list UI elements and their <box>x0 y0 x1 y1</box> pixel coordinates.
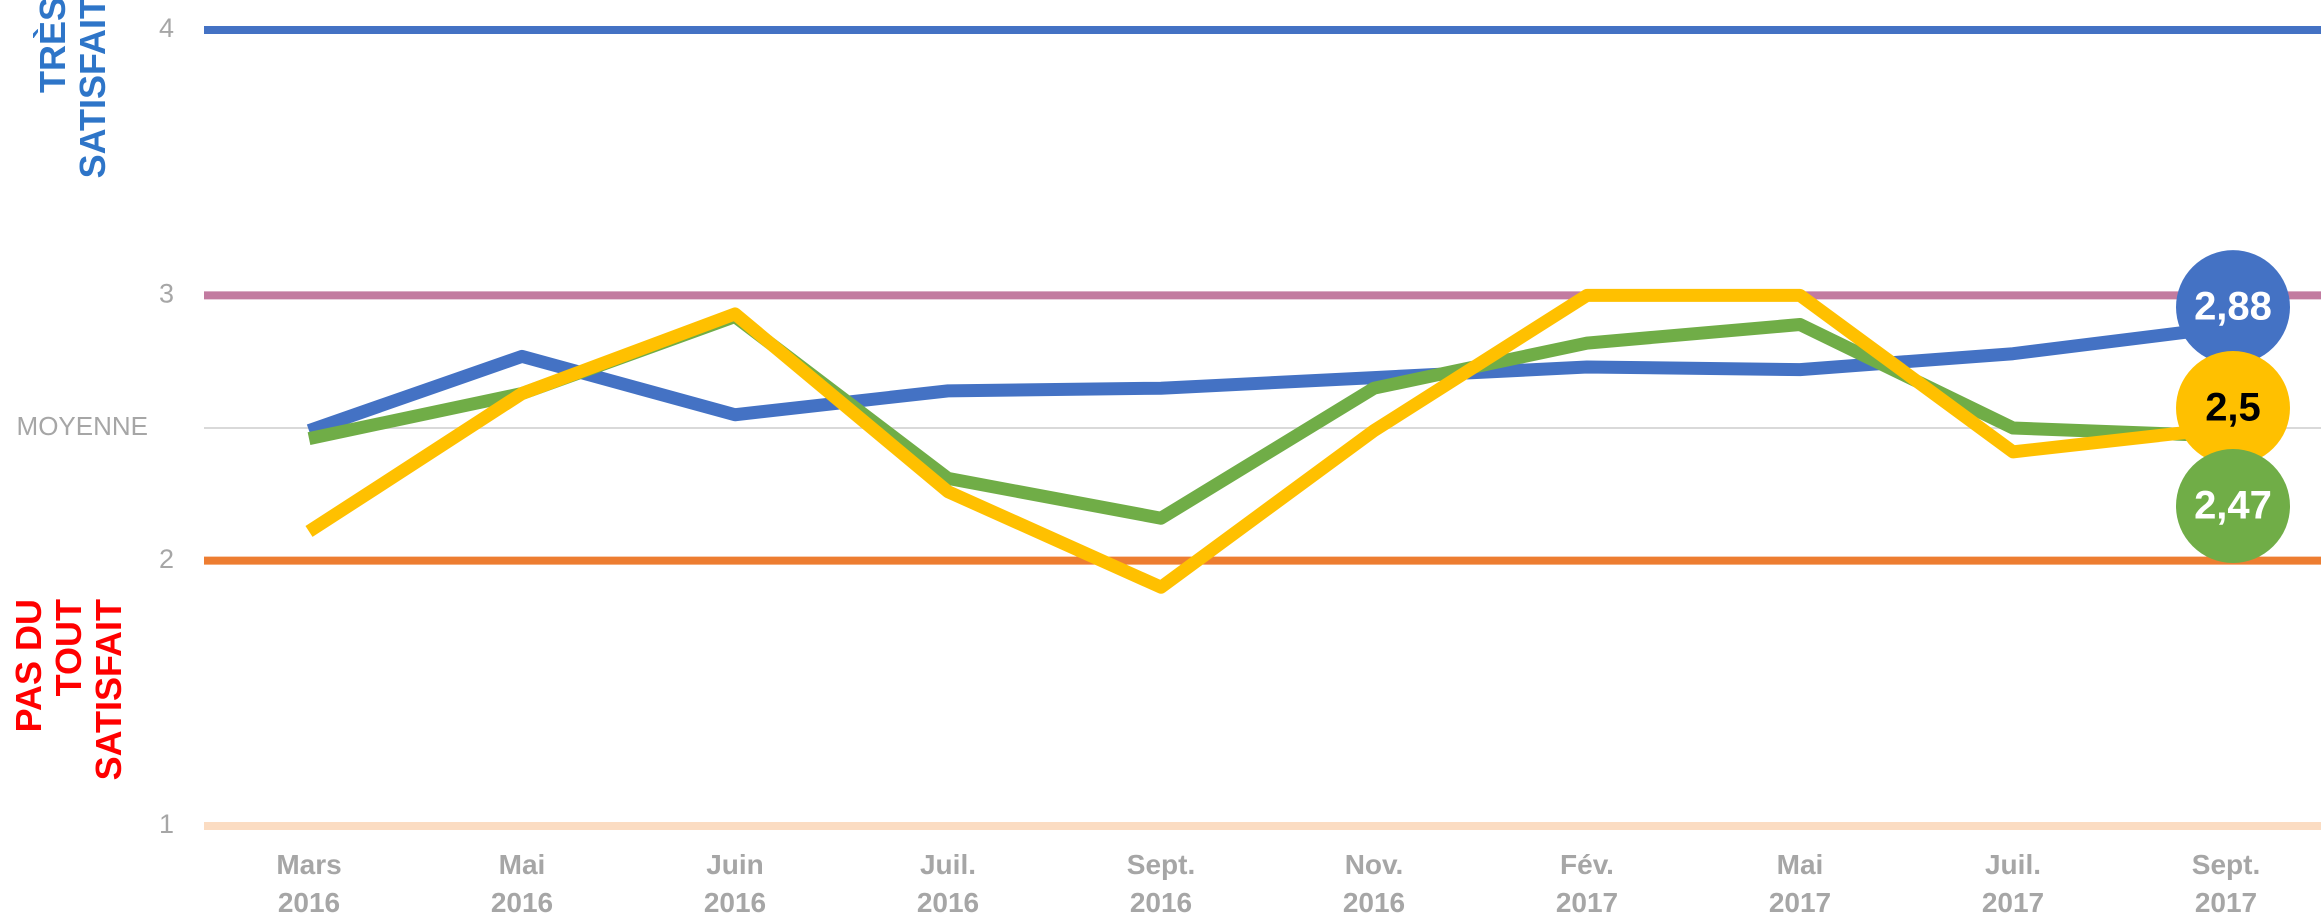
value-label-bubble <box>2176 351 2290 465</box>
y-tick-label: MOYENNE <box>17 411 148 441</box>
series-line <box>306 320 2227 437</box>
value-label: 2,88 <box>2194 285 2272 329</box>
y-tick-label: 3 <box>159 278 174 308</box>
series-line <box>307 310 2227 525</box>
value-label: 2,5 <box>2205 386 2261 430</box>
x-tick-label: Nov. 2016 <box>1342 849 1406 918</box>
x-tick-label: Mai 2017 <box>1768 849 1832 918</box>
value-label-bubble <box>2176 449 2290 563</box>
x-tick-label: Mai 2016 <box>490 849 554 918</box>
y-tick-label: 1 <box>159 809 174 839</box>
x-tick-label: Juil. 2016 <box>916 849 980 918</box>
y-tick-label: 4 <box>159 13 174 43</box>
value-label-bubble <box>2176 250 2290 365</box>
x-tick-label: Juil. 2017 <box>1981 849 2045 918</box>
value-label: 2,47 <box>2194 484 2272 528</box>
series-line <box>305 288 2227 594</box>
x-tick-label: Sept. 2017 <box>2191 849 2261 918</box>
x-tick-label: Sept. 2016 <box>1126 849 1196 918</box>
y-tick-label: 2 <box>159 544 174 574</box>
x-tick-label: Mars 2016 <box>276 849 342 918</box>
x-tick-label: Fév. 2017 <box>1555 849 1619 918</box>
x-tick-label: Juin 2016 <box>703 849 767 918</box>
